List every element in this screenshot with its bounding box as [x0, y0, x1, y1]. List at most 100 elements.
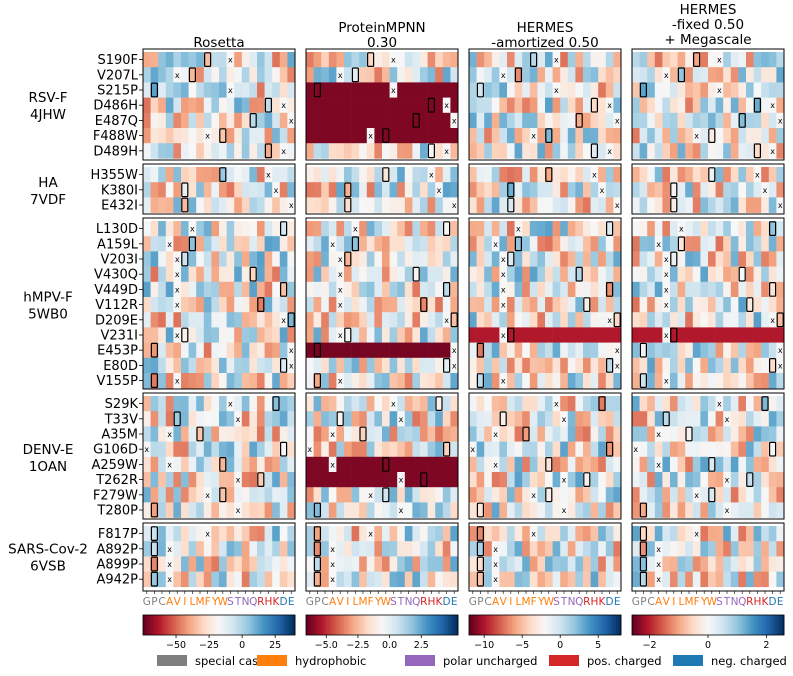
heatmap-cell [382, 396, 390, 412]
heatmap-cell [143, 67, 151, 83]
heatmap-cell [344, 327, 352, 343]
wildtype-marker: x [501, 255, 506, 264]
heatmap-cell [234, 396, 243, 412]
heatmap-cell [450, 251, 459, 267]
heatmap-cell [545, 52, 553, 68]
heatmap-cell [427, 112, 436, 129]
heatmap-cell [575, 266, 584, 283]
heatmap-cell [499, 327, 508, 343]
heatmap-cell [241, 167, 250, 183]
heatmap-cell [598, 143, 607, 159]
heatmap-cell [328, 52, 337, 68]
heatmap-cell [685, 556, 694, 572]
heatmap-cell [723, 373, 732, 389]
heatmap-cell [279, 342, 288, 359]
heatmap-cell [181, 112, 189, 129]
heatmap-cell [306, 342, 314, 359]
colorbar-segment [254, 615, 258, 635]
wildtype-marker: x [554, 56, 559, 65]
mutant-marker [605, 441, 614, 457]
heatmap-cell [613, 556, 622, 572]
heatmap-cell [692, 571, 701, 588]
colorbar-segment [583, 615, 586, 635]
heatmap-cell [692, 128, 701, 144]
heatmap-cell [647, 556, 656, 572]
heatmap-cell [647, 281, 656, 298]
heatmap-cell [598, 112, 607, 129]
heatmap-cell [590, 221, 599, 237]
heatmap-cell [382, 236, 390, 252]
heatmap-cell [279, 411, 288, 427]
heatmap-cell [662, 266, 671, 283]
amino-acid-label: M [358, 596, 367, 608]
heatmap-cell [143, 541, 151, 557]
heatmap-cell [143, 236, 151, 252]
heatmap-cell [738, 526, 747, 542]
heatmap-cell [738, 52, 747, 68]
heatmap-cell [196, 426, 205, 442]
heatmap-cell [692, 342, 701, 359]
colorbar-segment [743, 615, 747, 635]
heatmap-cell [567, 112, 576, 129]
heatmap-cell [321, 297, 330, 313]
heatmap-cell [632, 128, 640, 144]
heatmap-cell [507, 373, 515, 389]
heatmap-cell [219, 82, 227, 98]
heatmap-cell [287, 236, 296, 252]
heatmap-cell [249, 396, 258, 412]
heatmap-cell [181, 487, 189, 503]
heatmap-cell [567, 52, 576, 68]
heatmap-cell [613, 52, 622, 68]
heatmap-cell [173, 182, 182, 198]
heatmap-cell [150, 236, 159, 252]
colorbar-frame [468, 614, 622, 636]
heatmap-cell [279, 251, 288, 267]
wildtype-marker: x [607, 101, 612, 110]
heatmap-cell [359, 526, 368, 542]
heatmap-cell [507, 357, 515, 374]
colorbar-segment [211, 615, 215, 635]
amino-acid-label: N [568, 596, 576, 608]
heatmap-cell [598, 97, 607, 114]
amino-acid-label: C [484, 596, 491, 608]
mutant-marker [344, 182, 352, 198]
heatmap-cell [257, 251, 265, 267]
heatmap-cell [420, 342, 428, 359]
heatmap-cell [529, 312, 538, 328]
heatmap-cell [389, 556, 398, 572]
heatmap-cell [730, 342, 739, 359]
heatmap-cell [173, 251, 182, 267]
heatmap-cell [279, 357, 288, 374]
mutant-marker [677, 67, 686, 83]
heatmap-cell [730, 373, 739, 389]
heatmap-cell [590, 373, 599, 389]
protein-name-1: HA [38, 175, 58, 191]
colorbar-segment [397, 615, 401, 635]
heatmap-cell [654, 441, 663, 458]
panel-frame [142, 163, 296, 215]
mutation-label: S29K [105, 397, 139, 412]
heatmap-cell [761, 97, 770, 114]
heatmap-cell [654, 67, 663, 83]
heatmap-cell [196, 197, 205, 213]
heatmap-cell [598, 373, 607, 389]
heatmap-cell [150, 373, 159, 389]
heatmap-cell [442, 197, 451, 213]
colorbar-segment [311, 615, 314, 635]
heatmap-cell [476, 327, 485, 343]
heatmap-cell [211, 67, 220, 83]
heatmap-cell [552, 52, 561, 68]
heatmap-cell [336, 472, 345, 488]
heatmap-cell [499, 97, 508, 114]
heatmap-cell [476, 502, 485, 518]
heatmap-cell [639, 556, 648, 572]
heatmap-cell [670, 373, 678, 389]
heatmap-cell [730, 556, 739, 572]
amino-acid-label: W [381, 596, 392, 608]
mutant-marker [476, 502, 484, 518]
heatmap-cell [344, 357, 352, 374]
heatmap-cell [165, 426, 174, 442]
heatmap-cell [685, 67, 694, 83]
heatmap-cell [583, 342, 591, 359]
heatmap-cell [241, 357, 250, 374]
